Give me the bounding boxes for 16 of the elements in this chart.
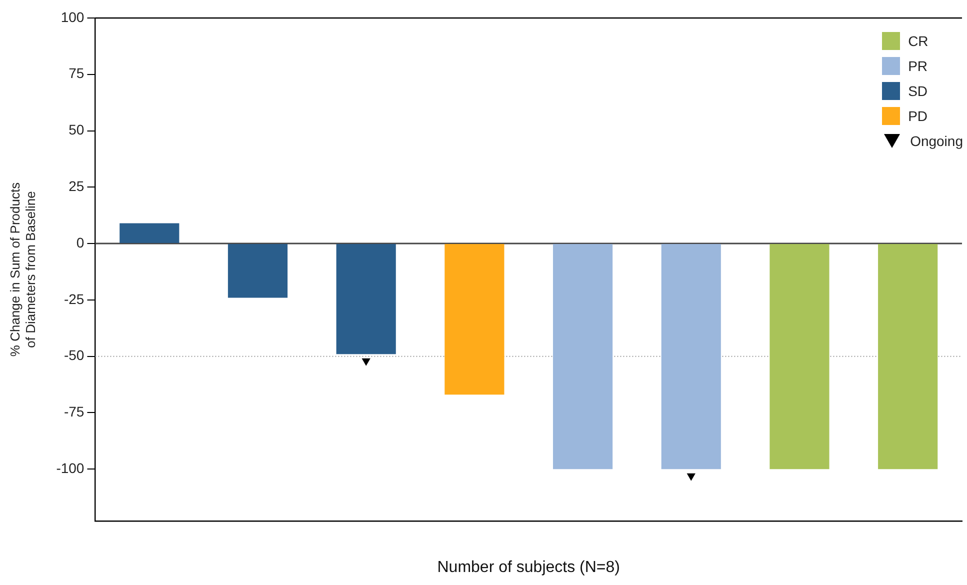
y-tick-label: 75	[68, 65, 84, 82]
legend-label: PD	[908, 108, 928, 124]
legend-label: SD	[908, 82, 928, 98]
y-tick-label: 50	[68, 122, 84, 138]
y-tick-label: 0	[76, 234, 84, 250]
y-tick-label: -75	[64, 404, 84, 420]
legend-label: PR	[908, 58, 928, 74]
y-tick-label: 100	[60, 8, 84, 25]
legend-label: CR	[908, 32, 928, 48]
y-tick-label: -50	[64, 347, 84, 364]
y-tick-label: 25	[68, 178, 84, 194]
y-axis-title: % Change in Sum of Products of Diameters from Baseline	[7, 182, 38, 357]
y-tick-label: -25	[64, 290, 84, 307]
y-tick-label: -100	[56, 460, 84, 476]
legend-label: Ongoing	[910, 132, 963, 148]
x-axis-title: Number of subjects (N=8)	[437, 558, 620, 576]
